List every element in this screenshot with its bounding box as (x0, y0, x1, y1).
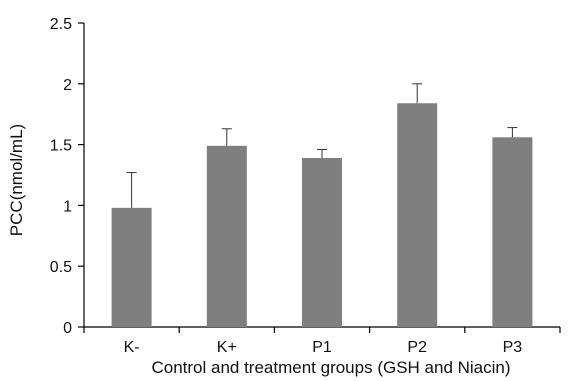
bar-P3 (492, 137, 533, 327)
y-tick-label: 1.5 (50, 138, 72, 155)
y-tick-label: 1 (63, 198, 72, 215)
y-tick-label: 0 (63, 320, 72, 337)
error-bars (126, 83, 518, 208)
y-tick-label: 0.5 (50, 259, 72, 276)
bars (111, 103, 533, 327)
y-tick-label: 2 (63, 77, 72, 94)
bar-P2 (397, 103, 438, 327)
y-tick-label: 2.5 (50, 16, 72, 33)
x-tick-label: K- (124, 339, 140, 356)
x-axis-title: Control and treatment groups (GSH and Ni… (151, 358, 510, 377)
y-axis: 0 0.5 1 1.5 2 2.5 (50, 16, 85, 337)
x-axis: K- K+ P1 P2 P3 (83, 326, 561, 356)
y-axis-title: PCC(nmol/mL) (7, 124, 26, 236)
x-tick-label: P1 (312, 339, 332, 356)
bar-P1 (302, 157, 342, 327)
bar-K+ (206, 145, 247, 327)
x-tick-label: P3 (503, 339, 523, 356)
bar-K- (111, 207, 152, 327)
x-tick-label: P2 (407, 339, 427, 356)
x-tick-label: K+ (217, 339, 237, 356)
